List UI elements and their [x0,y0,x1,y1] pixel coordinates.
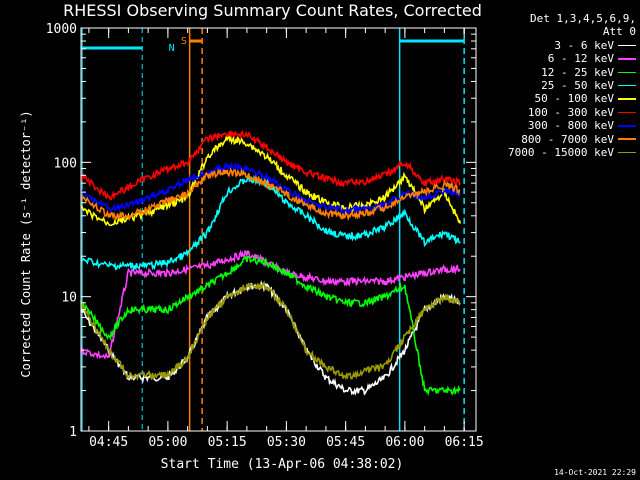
render-timestamp: 14-Oct-2021 22:29 [554,468,636,477]
legend-swatch-0 [618,44,636,47]
series-line-8 [80,280,461,382]
series-line-7 [80,166,461,222]
legend-swatch-4 [618,98,636,100]
legend-swatch-3 [618,84,636,87]
legend-swatch-6 [618,125,636,127]
y-tick-label-0: 1 [69,425,77,440]
x-tick-label-0: 04:45 [89,435,128,450]
marker-label-1: S [181,36,187,47]
legend-entry-4: 50 - 100 keV [480,92,636,105]
y-axis-label: Corrected Count Rate (s⁻¹ detector⁻¹) [19,110,33,377]
legend-entry-0: 3 - 6 keV [480,39,636,52]
legend-label-2: 12 - 25 keV [541,65,614,79]
legend-entry-5: 100 - 300 keV [480,106,636,119]
axes [80,27,477,432]
x-tick-label-3: 05:30 [267,435,306,450]
legend-label-1: 6 - 12 keV [547,52,614,66]
legend-entry-3: 25 - 50 keV [480,79,636,92]
series-line-5 [80,129,461,201]
legend-entry-2: 12 - 25 keV [480,66,636,79]
legend-entry-7: 800 - 7000 keV [480,133,636,146]
plot-frame [80,27,477,432]
legend-swatch-2 [618,71,636,74]
legend-label-6: 300 - 800 keV [527,119,614,133]
legend-entry-8: 7000 - 15000 keV [480,146,636,159]
legend-header-attenuator: Att 0 [602,25,636,39]
legend-entry-1: 6 - 12 keV [480,52,636,65]
x-tick-label-4: 05:45 [326,435,365,450]
x-tick-label-5: 06:00 [385,435,424,450]
legend-label-0: 3 - 6 keV [554,38,614,52]
legend-label-8: 7000 - 15000 keV [508,145,614,159]
legend-swatch-7 [618,138,636,140]
legend-label-4: 50 - 100 keV [534,92,614,106]
legend-swatch-1 [618,58,636,60]
legend-swatch-8 [618,151,636,154]
series-line-2 [80,254,461,397]
x-tick-label-1: 05:00 [148,435,187,450]
legend-header-detectors: Det 1,3,4,5,6,9, [530,12,636,25]
legend: Det 1,3,4,5,6,9, Att 0 3 - 6 keV 6 - 12 k… [480,12,636,159]
legend-label-7: 800 - 7000 keV [521,132,614,146]
observing-markers: NS [81,28,465,431]
y-tick-label-1: 10 [61,291,77,306]
y-tick-label-2: 100 [54,156,77,171]
legend-entry-6: 300 - 800 keV [480,119,636,132]
x-tick-label-2: 05:15 [208,435,247,450]
chart-title: RHESSI Observing Summary Count Rates, Co… [63,1,482,20]
x-tick-label-6: 06:15 [445,435,484,450]
marker-label-0: N [169,43,175,54]
series-line-3 [80,174,461,272]
y-tick-label-3: 1000 [46,22,77,37]
legend-swatch-5 [618,111,636,114]
data-series [80,129,461,397]
legend-label-3: 25 - 50 keV [541,78,614,92]
x-axis-label: Start Time (13-Apr-06 04:38:02) [161,457,404,472]
axis-ticks: 1 10 100 1000 04:45 05:00 05:15 05:30 05:45 06:00… [46,22,484,450]
legend-label-5: 100 - 300 keV [527,105,614,119]
series-line-1 [80,249,461,360]
series-line-4 [80,133,461,227]
